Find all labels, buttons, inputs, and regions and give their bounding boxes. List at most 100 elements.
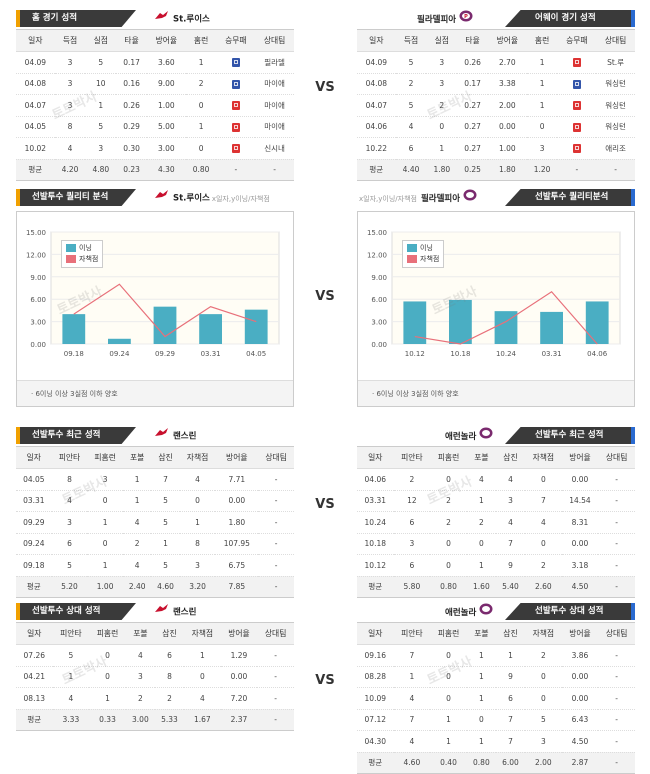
table-cell: 1 (467, 688, 496, 710)
table-cell: 0 (430, 555, 467, 577)
column-header: 피안타 (53, 623, 90, 645)
table-cell: 4 (496, 469, 525, 491)
table-cell: 8 (55, 116, 86, 138)
table-cell: 1 (496, 645, 525, 667)
table-cell: 워싱턴 (596, 95, 635, 117)
table-cell: 4 (52, 490, 88, 512)
table-cell: 4 (525, 512, 562, 534)
table-cell: 04.07 (16, 95, 55, 117)
table-cell: 3.86 (562, 645, 599, 667)
away-record-title: 어웨이 경기 성적 (505, 10, 635, 27)
table-cell: 8 (155, 666, 184, 688)
table-cell: 1 (123, 490, 151, 512)
average-cell: - (598, 752, 635, 774)
column-header: 피홈런 (430, 447, 467, 469)
vs-label: VS (305, 80, 345, 95)
table-cell: 1 (87, 555, 123, 577)
column-header: 자책점 (184, 623, 221, 645)
column-header: 득점 (55, 30, 86, 52)
column-header: 포볼 (467, 623, 496, 645)
table-cell (557, 73, 596, 95)
table-cell: 1 (467, 666, 496, 688)
table-cell: 3 (55, 52, 86, 74)
column-header: 방어율 (488, 30, 527, 52)
table-cell: 04.06 (357, 469, 394, 491)
table-cell: 7 (496, 731, 525, 753)
table-cell: 3 (394, 533, 431, 555)
column-header: 자책점 (525, 447, 562, 469)
column-header: 일자 (357, 447, 394, 469)
quality-left-team: St.루이스 (173, 194, 210, 204)
x-tick-label: 10.24 (496, 350, 517, 358)
column-header: 삼진 (155, 623, 184, 645)
vs-label: VS (305, 497, 345, 512)
y-tick-label: 0.00 (371, 341, 387, 349)
table-cell: 3.00 (147, 138, 186, 160)
away-record-header: 필라델피아 P 어웨이 경기 성적 (357, 10, 635, 27)
column-header: 방어율 (215, 447, 258, 469)
average-cell: 4.40 (396, 159, 427, 181)
average-cell: 5.33 (155, 709, 184, 731)
average-cell: - (216, 159, 255, 181)
average-cell: 1.80 (488, 159, 527, 181)
vs-label: VS (305, 289, 345, 304)
table-cell: 4 (123, 512, 151, 534)
table-cell: 0 (525, 688, 562, 710)
table-cell: 0 (89, 666, 126, 688)
average-cell: 4.60 (394, 752, 431, 774)
phillies-logo-icon: P (459, 10, 473, 29)
average-cell: - (596, 159, 635, 181)
average-cell: 1.60 (467, 576, 496, 598)
table-cell: 10.24 (357, 512, 394, 534)
win-result-icon (573, 80, 581, 89)
table-cell: 2 (123, 533, 151, 555)
column-header: 상대팀 (258, 447, 294, 469)
column-header: 삼진 (496, 623, 525, 645)
loss-result-icon (573, 101, 581, 110)
average-cell: 5.20 (52, 576, 88, 598)
table-cell: 3.18 (562, 555, 599, 577)
table-cell: 0.26 (457, 52, 488, 74)
table-cell: 03.31 (357, 490, 394, 512)
y-tick-label: 9.00 (30, 274, 46, 282)
table-cell: 0.00 (562, 469, 599, 491)
table-cell: 필라델 (255, 52, 294, 74)
bar (199, 314, 222, 344)
home-record-header: 홈 경기 성적 St.루이스 (16, 10, 294, 27)
table-cell: 3 (180, 555, 216, 577)
table-cell: 2.00 (488, 95, 527, 117)
table-cell: - (258, 469, 294, 491)
table-cell (216, 52, 255, 74)
table-cell: 4 (180, 469, 216, 491)
column-header: 실점 (85, 30, 116, 52)
table-cell: 5 (151, 512, 179, 534)
bar (540, 312, 563, 344)
average-cell: 0.80 (467, 752, 496, 774)
column-header: 상대팀 (255, 30, 294, 52)
legend-label: 자책점 (420, 255, 439, 263)
loss-result-icon (232, 144, 240, 153)
loss-result-icon (232, 123, 240, 132)
table-cell: 0 (467, 709, 496, 731)
bar (108, 339, 131, 344)
table-cell: 0.30 (116, 138, 147, 160)
table-cell: 0.27 (457, 95, 488, 117)
table-cell: 0 (467, 533, 496, 555)
average-cell: 평균 (357, 752, 394, 774)
table-cell: 08.13 (16, 688, 53, 710)
table-cell: 7.20 (221, 688, 258, 710)
table-cell: 4.50 (562, 731, 599, 753)
table-cell: 7 (394, 709, 431, 731)
table-cell: 3 (527, 138, 558, 160)
column-header: 승무패 (557, 30, 596, 52)
table-cell: - (258, 533, 294, 555)
